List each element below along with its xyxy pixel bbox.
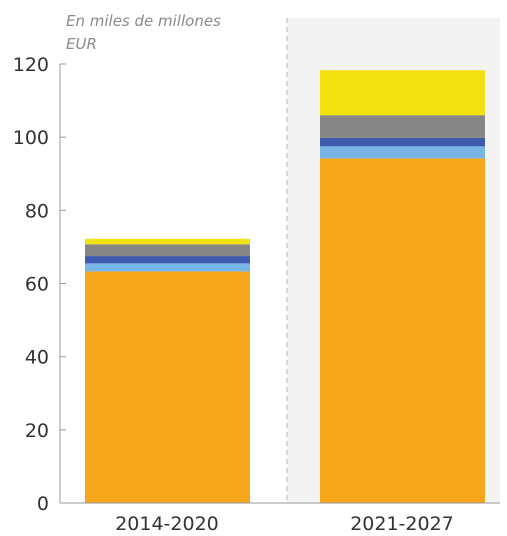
- y-tick-label-20: 20: [25, 420, 49, 442]
- y-tick-label-120: 120: [13, 54, 49, 76]
- bar-segment-2-1: [320, 158, 485, 503]
- bar-segment-1-5: [85, 238, 250, 245]
- bars-layer: [85, 70, 485, 503]
- bar-segment-2-5: [320, 70, 485, 116]
- y-tick-label-80: 80: [25, 200, 49, 222]
- bar-segment-2-2: [320, 146, 485, 159]
- y-tick-label-0: 0: [37, 493, 49, 515]
- bar-segment-1-2: [85, 263, 250, 272]
- labels-layer: 0 20 40 60 80 100 120 2014-2020 2021-2027: [13, 54, 454, 535]
- bar-segment-2-4: [320, 115, 485, 138]
- y-tick-label-40: 40: [25, 347, 49, 369]
- unit-label-line2: EUR: [66, 35, 97, 53]
- unit-label-line1: En miles de millones: [66, 12, 221, 30]
- bar-segment-1-4: [85, 244, 250, 257]
- unit-label: En miles de millones EUR: [66, 10, 266, 56]
- x-category-label-1: 2014-2020: [115, 513, 219, 535]
- bar-segment-2-3: [320, 137, 485, 147]
- axis-layer: [59, 63, 500, 504]
- bar-segment-1-3: [85, 256, 250, 264]
- bar-segment-1-1: [85, 271, 250, 503]
- x-category-label-2: 2021-2027: [350, 513, 454, 535]
- y-tick-label-60: 60: [25, 274, 49, 296]
- y-tick-label-100: 100: [13, 127, 49, 149]
